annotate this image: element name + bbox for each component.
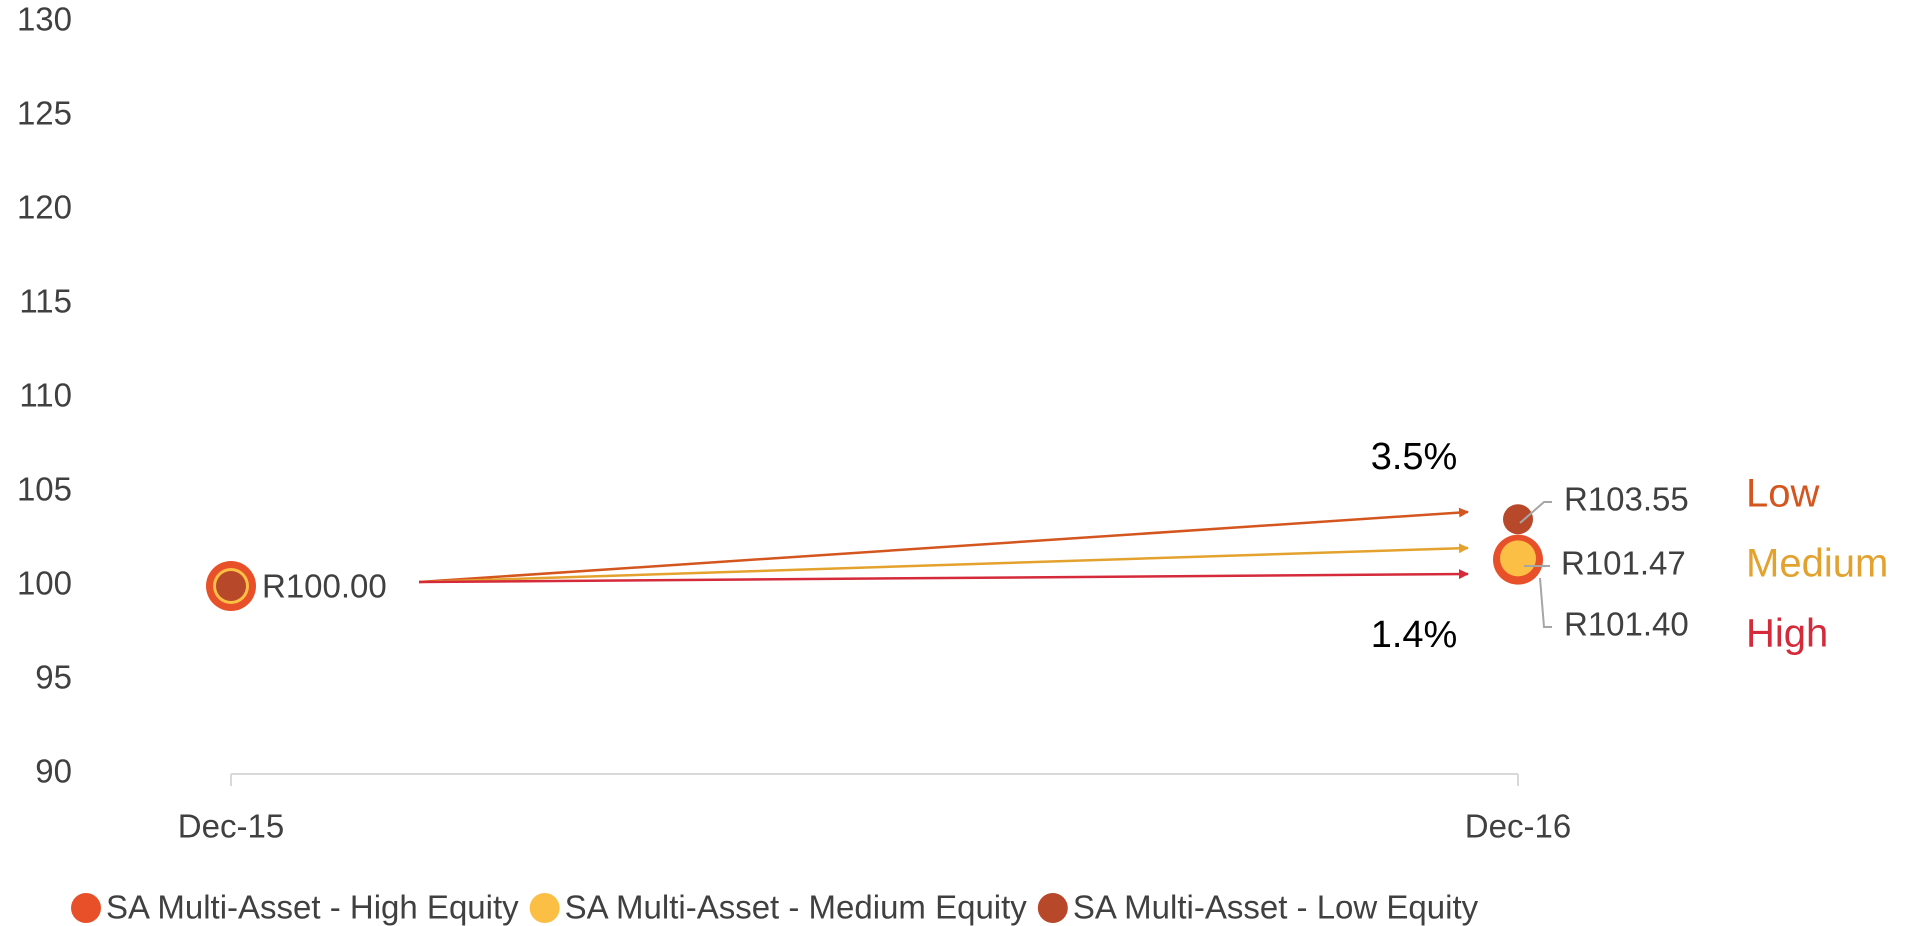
- arrow: [418, 543, 1469, 584]
- y-tick-label: 105: [17, 471, 72, 508]
- y-tick-label: 115: [19, 283, 72, 320]
- data-label: R101.47: [1561, 545, 1686, 582]
- leader-line: [1539, 577, 1552, 628]
- x-tick-label: Dec-16: [1465, 808, 1571, 845]
- annotation: 3.5%: [1371, 436, 1458, 478]
- x-tick-label: Dec-15: [178, 808, 284, 845]
- leader-line: [1519, 501, 1552, 524]
- point: [1503, 504, 1533, 535]
- data-label: R103.55: [1564, 481, 1689, 518]
- legend-swatch: [1037, 893, 1068, 923]
- y-tick-label: 95: [35, 659, 72, 696]
- annotation: Low: [1746, 472, 1819, 516]
- y-tick-label: 110: [19, 377, 72, 414]
- legend-swatch: [71, 893, 101, 923]
- annotation: 1.4%: [1371, 614, 1458, 656]
- arrow: [418, 569, 1469, 584]
- point: [216, 571, 246, 601]
- y-tick-label: 100: [17, 565, 72, 602]
- y-tick-label: 125: [17, 95, 72, 132]
- point: [1500, 540, 1536, 577]
- y-tick-label: 130: [17, 1, 72, 38]
- data-label: R100.00: [262, 568, 387, 605]
- annotation: High: [1746, 612, 1828, 656]
- data-label: R101.40: [1564, 606, 1689, 643]
- annotation: Medium: [1746, 542, 1888, 586]
- y-tick-label: 90: [35, 753, 72, 790]
- legend-swatch: [529, 893, 560, 923]
- legend-label: SA Multi-Asset - Low Equity: [1073, 889, 1479, 926]
- legend-label: SA Multi-Asset - Medium Equity: [565, 889, 1028, 926]
- arrow: [418, 507, 1469, 584]
- y-tick-label: 120: [17, 189, 72, 226]
- legend-label: SA Multi-Asset - High Equity: [106, 889, 519, 926]
